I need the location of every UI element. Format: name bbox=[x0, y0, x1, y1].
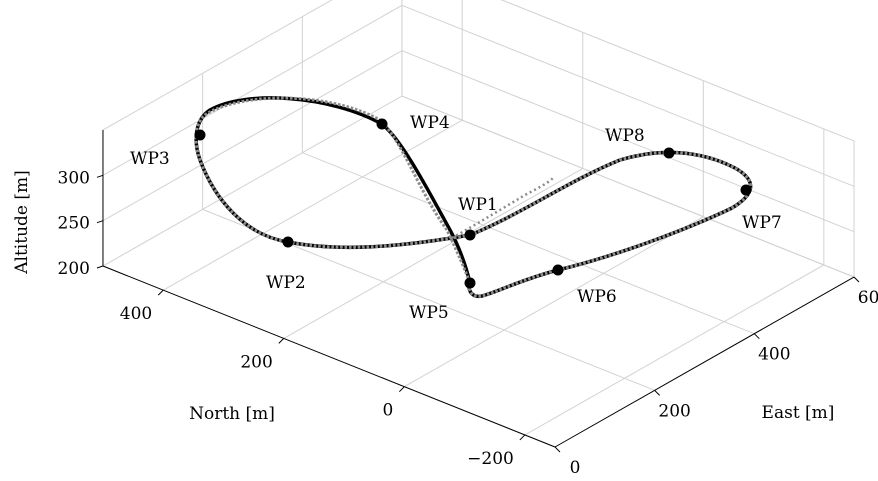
x-tick-600 bbox=[853, 276, 860, 283]
y-tick-200 bbox=[278, 338, 285, 344]
waypoint-label-wp6: WP6 bbox=[577, 287, 617, 307]
waypoint-marker-wp7 bbox=[740, 184, 752, 196]
tick-labels: 0 200 400 600 −200 0 200 400 200 250 300 bbox=[58, 168, 878, 478]
x-axis-title: East [m] bbox=[762, 403, 835, 423]
z-tick-200 bbox=[96, 265, 104, 269]
waypoint-markers bbox=[194, 118, 752, 289]
x-axis-line bbox=[554, 276, 855, 448]
y-tick-label: −200 bbox=[467, 449, 514, 469]
y-tick-0 bbox=[398, 386, 405, 393]
z-tick-label: 250 bbox=[58, 214, 90, 234]
floor-gridline-north-200 bbox=[283, 168, 584, 339]
waypoint-label-wp5: WP5 bbox=[409, 303, 449, 323]
side-wall-gridline-alt-250 bbox=[401, 50, 855, 233]
side-wall-gridline-alt-300 bbox=[401, 4, 855, 187]
x-tick-0 bbox=[554, 446, 561, 453]
floor-gridline-north--200 bbox=[524, 264, 825, 436]
waypoint-label-wp7: WP7 bbox=[742, 213, 782, 233]
waypoint-label-wp3: WP3 bbox=[130, 149, 170, 169]
y-tick-label: 400 bbox=[120, 304, 152, 324]
z-tick-300 bbox=[96, 174, 104, 178]
y-tick-label: 0 bbox=[382, 401, 393, 421]
floor-gridline-north-0 bbox=[404, 216, 704, 388]
waypoint-marker-wp4 bbox=[376, 118, 388, 130]
waypoint-label-wp1: WP1 bbox=[458, 195, 498, 215]
side-wall-gridline-alt-200 bbox=[401, 95, 855, 278]
waypoint-labels: WP1 WP2 WP3 WP4 WP5 WP6 WP7 WP8 bbox=[130, 113, 782, 323]
waypoint-label-wp2: WP2 bbox=[266, 273, 306, 293]
x-tick-label: 400 bbox=[758, 345, 790, 365]
waypoint-marker-wp2 bbox=[282, 236, 294, 248]
axes bbox=[96, 129, 860, 453]
waypoint-marker-wp6 bbox=[552, 264, 564, 276]
waypoint-label-wp4: WP4 bbox=[410, 113, 450, 133]
box-edge-top-back bbox=[102, 0, 333, 131]
y-tick--200 bbox=[519, 434, 526, 441]
x-tick-label: 200 bbox=[658, 401, 690, 421]
back-wall-gridline-alt-300 bbox=[102, 4, 403, 176]
z-tick-label: 300 bbox=[58, 168, 90, 188]
waypoint-marker-wp8 bbox=[663, 147, 675, 159]
x-tick-200 bbox=[654, 389, 661, 396]
waypoint-marker-wp3 bbox=[194, 129, 206, 141]
floor-gridline-north-400 bbox=[162, 119, 463, 291]
z-axis-title: Altitude [m] bbox=[12, 170, 32, 275]
x-tick-400 bbox=[753, 333, 760, 340]
z-tick-label: 200 bbox=[58, 259, 90, 279]
y-tick-400 bbox=[157, 289, 164, 296]
box-edge-top-side bbox=[500, 0, 855, 142]
waypoint-marker-wp5 bbox=[464, 277, 476, 289]
floor-gridline-east-400 bbox=[302, 152, 755, 335]
z-tick-250 bbox=[96, 220, 104, 224]
y-axis-line bbox=[102, 265, 556, 448]
back-wall-gridline-alt-250 bbox=[102, 50, 403, 222]
y-tick-label: 200 bbox=[240, 352, 272, 372]
waypoint-marker-wp1 bbox=[464, 229, 476, 241]
x-tick-label: 600 bbox=[858, 288, 878, 308]
y-axis-title: North [m] bbox=[189, 404, 275, 424]
waypoint-label-wp8: WP8 bbox=[605, 126, 645, 146]
grid bbox=[102, 0, 855, 448]
back-wall-gridline-alt-200 bbox=[102, 95, 403, 267]
flown-path bbox=[194, 96, 753, 298]
x-tick-label: 0 bbox=[570, 458, 581, 478]
